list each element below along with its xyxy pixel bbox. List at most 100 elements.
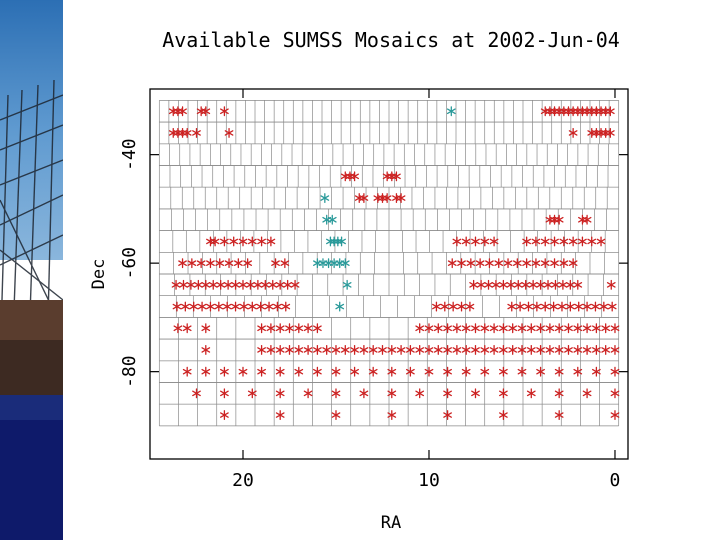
data-point (220, 388, 229, 399)
data-point (214, 301, 224, 312)
data-point (257, 323, 266, 334)
x-tick-label: 0 (610, 470, 621, 491)
data-point (568, 236, 578, 247)
data-point (540, 258, 550, 269)
data-point (303, 345, 313, 355)
data-point (443, 388, 452, 399)
data-point (557, 301, 567, 312)
axis-ticks: 20 10 0 -40 -60 -80 (119, 89, 628, 491)
data-point (550, 214, 559, 225)
data-point (350, 171, 359, 182)
data-point (260, 279, 270, 290)
data-point (452, 323, 462, 334)
data-point (182, 323, 192, 334)
data-point (517, 323, 527, 334)
grid-row (158, 208, 620, 231)
data-point (513, 279, 523, 290)
data-point (189, 301, 199, 312)
data-point (610, 410, 620, 421)
data-point (275, 388, 285, 399)
data-point (540, 106, 550, 117)
data-point (573, 345, 583, 355)
data-point (201, 345, 211, 355)
data-point (233, 258, 243, 269)
data-point (303, 323, 313, 334)
data-point (524, 301, 533, 312)
data-point (340, 258, 350, 269)
data-point (549, 301, 558, 312)
x-axis-label: RA (381, 513, 401, 533)
data-point (313, 323, 322, 334)
data-point (480, 323, 490, 334)
data-point (536, 345, 545, 355)
data-point (322, 214, 332, 225)
data-point (508, 345, 518, 355)
data-point (443, 410, 452, 421)
data-point (327, 214, 337, 225)
data-point (508, 323, 518, 334)
data-point (578, 236, 587, 247)
data-point (582, 214, 592, 225)
data-point (208, 279, 218, 290)
data-point (201, 323, 211, 334)
mosaic-grid (158, 100, 620, 427)
data-point (574, 301, 584, 312)
data-point (268, 279, 278, 290)
data-point (173, 127, 183, 138)
data-point (415, 388, 425, 399)
data-point (507, 301, 517, 312)
data-point (461, 366, 471, 377)
data-point (275, 366, 285, 377)
data-point (359, 345, 369, 355)
data-point (587, 127, 597, 138)
data-point (331, 388, 341, 399)
data-point (424, 323, 434, 334)
data-point (266, 345, 276, 355)
data-point (499, 366, 508, 377)
data-point (253, 279, 263, 290)
data-point (531, 258, 541, 269)
data-point (359, 388, 369, 399)
data-point (220, 106, 229, 117)
data-point (457, 301, 466, 312)
data-point (554, 410, 564, 421)
data-point (545, 214, 555, 225)
data-point (246, 279, 255, 290)
data-point (172, 301, 182, 312)
data-point (283, 279, 293, 290)
data-point (387, 345, 397, 355)
data-point (461, 236, 471, 247)
data-point (257, 366, 266, 377)
data-point (596, 106, 606, 117)
data-point (331, 410, 341, 421)
data-point (587, 106, 597, 117)
data-point (607, 301, 617, 312)
data-point (545, 345, 555, 355)
data-point (573, 279, 583, 290)
data-point (180, 301, 190, 312)
data-point (210, 236, 220, 247)
data-point (197, 301, 207, 312)
data-point (313, 258, 322, 269)
side-photo (0, 0, 63, 540)
data-point (179, 279, 188, 290)
data-point (606, 279, 616, 290)
data-point (264, 301, 274, 312)
data-point (573, 323, 583, 334)
data-point (337, 236, 346, 247)
data-point (592, 127, 601, 138)
data-point (601, 106, 611, 117)
data-point (582, 301, 592, 312)
data-point (224, 258, 234, 269)
data-point (499, 410, 508, 421)
data-point (243, 258, 253, 269)
data-point (610, 366, 620, 377)
data-point (432, 301, 441, 312)
data-point (568, 127, 578, 138)
data-point (168, 127, 178, 138)
data-point (223, 279, 233, 290)
data-point (231, 301, 240, 312)
data-point (447, 258, 457, 269)
data-point (476, 279, 486, 290)
